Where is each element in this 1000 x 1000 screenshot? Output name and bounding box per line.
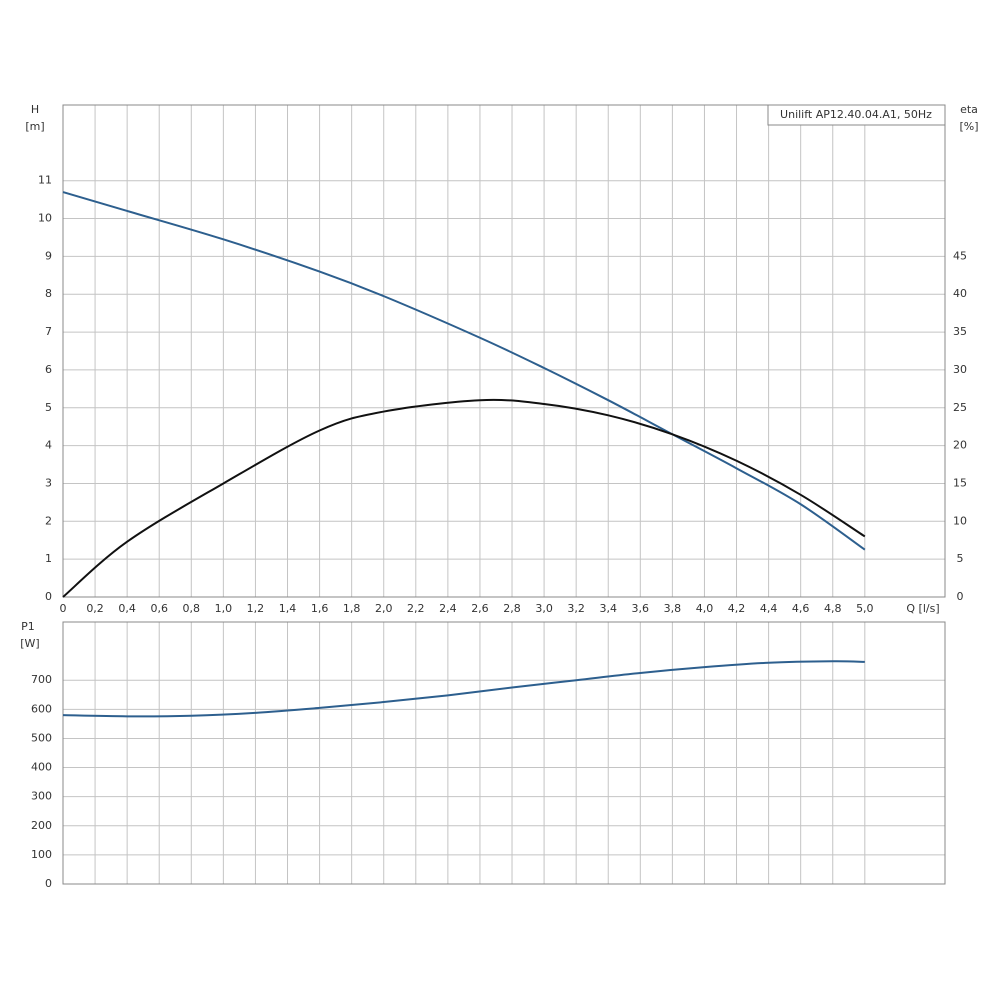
y-tick-label: 0 — [45, 877, 52, 890]
plot-frame — [62, 104, 946, 598]
y2-axis-unit: [%] — [959, 120, 978, 133]
y-tick-label: 100 — [31, 848, 52, 861]
legend-box — [767, 104, 946, 126]
y-tick-label: 5 — [45, 401, 52, 414]
y-tick-label: 500 — [31, 731, 52, 744]
y2-tick-label: 35 — [953, 325, 967, 338]
y-tick-label: 200 — [31, 819, 52, 832]
y2-tick-label: 15 — [953, 476, 967, 489]
y-axis-unit: [m] — [25, 120, 44, 133]
y2-tick-label: 30 — [953, 363, 967, 376]
plot-frame — [62, 621, 946, 885]
y-axis-label: H — [31, 103, 39, 116]
y-tick-label: 2 — [45, 514, 52, 527]
y2-tick-label: 5 — [957, 552, 964, 565]
data-line — [62, 660, 865, 718]
x-tick-label: 3,6 — [632, 602, 650, 615]
x-tick-label: 2,6 — [471, 602, 489, 615]
y-tick-label: 6 — [45, 363, 52, 376]
x-tick-label: 0,8 — [183, 602, 201, 615]
y-tick-label: 700 — [31, 673, 52, 686]
x-tick-label: 3,8 — [664, 602, 682, 615]
y-tick-label: 9 — [45, 249, 52, 262]
y2-tick-label: 45 — [953, 249, 967, 262]
y-tick-label: 400 — [31, 761, 52, 774]
x-tick-label: 4,0 — [696, 602, 714, 615]
x-tick-label: 4,2 — [728, 602, 746, 615]
x-tick-label: 1,8 — [343, 602, 361, 615]
x-tick-label: 1,6 — [311, 602, 329, 615]
x-tick-label: 1,4 — [279, 602, 297, 615]
y-tick-label: 8 — [45, 287, 52, 300]
y-tick-label: 1 — [45, 552, 52, 565]
y-tick-label: 600 — [31, 702, 52, 715]
x-tick-label: 1,2 — [247, 602, 265, 615]
x-tick-label: 2,4 — [439, 602, 457, 615]
x-tick-label: 2,0 — [375, 602, 393, 615]
y2-axis-label: eta — [960, 103, 978, 116]
x-tick-label: 3,2 — [567, 602, 585, 615]
y2-tick-label: 0 — [957, 590, 964, 603]
x-axis-label: Q [l/s] — [906, 602, 939, 615]
chart-title: Unilift AP12.40.04.A1, 50Hz — [780, 108, 932, 121]
y2-tick-label: 10 — [953, 514, 967, 527]
data-line — [62, 191, 866, 551]
x-tick-label: 2,8 — [503, 602, 521, 615]
y-tick-label: 300 — [31, 790, 52, 803]
x-tick-label: 1,0 — [215, 602, 233, 615]
x-tick-label: 4,8 — [824, 602, 842, 615]
y-axis-label: P1 — [21, 620, 35, 633]
y2-tick-label: 25 — [953, 401, 967, 414]
data-line — [62, 398, 866, 598]
y-tick-label: 11 — [38, 174, 52, 187]
x-tick-label: 2,2 — [407, 602, 425, 615]
y-tick-label: 0 — [45, 590, 52, 603]
y-tick-label: 3 — [45, 476, 52, 489]
x-tick-label: 4,6 — [792, 602, 810, 615]
x-tick-label: 0,2 — [86, 602, 104, 615]
y2-tick-label: 20 — [953, 439, 967, 452]
x-tick-label: 0,6 — [150, 602, 168, 615]
x-tick-label: 5,0 — [856, 602, 874, 615]
x-tick-label: 4,4 — [760, 602, 778, 615]
y-axis-unit: [W] — [20, 637, 39, 650]
x-tick-label: 0,4 — [118, 602, 136, 615]
y-tick-label: 10 — [38, 212, 52, 225]
y-tick-label: 4 — [45, 439, 52, 452]
x-tick-label: 3,4 — [599, 602, 617, 615]
y-tick-label: 7 — [45, 325, 52, 338]
x-tick-label: 0 — [60, 602, 67, 615]
x-tick-label: 3,0 — [535, 602, 553, 615]
y2-tick-label: 40 — [953, 287, 967, 300]
